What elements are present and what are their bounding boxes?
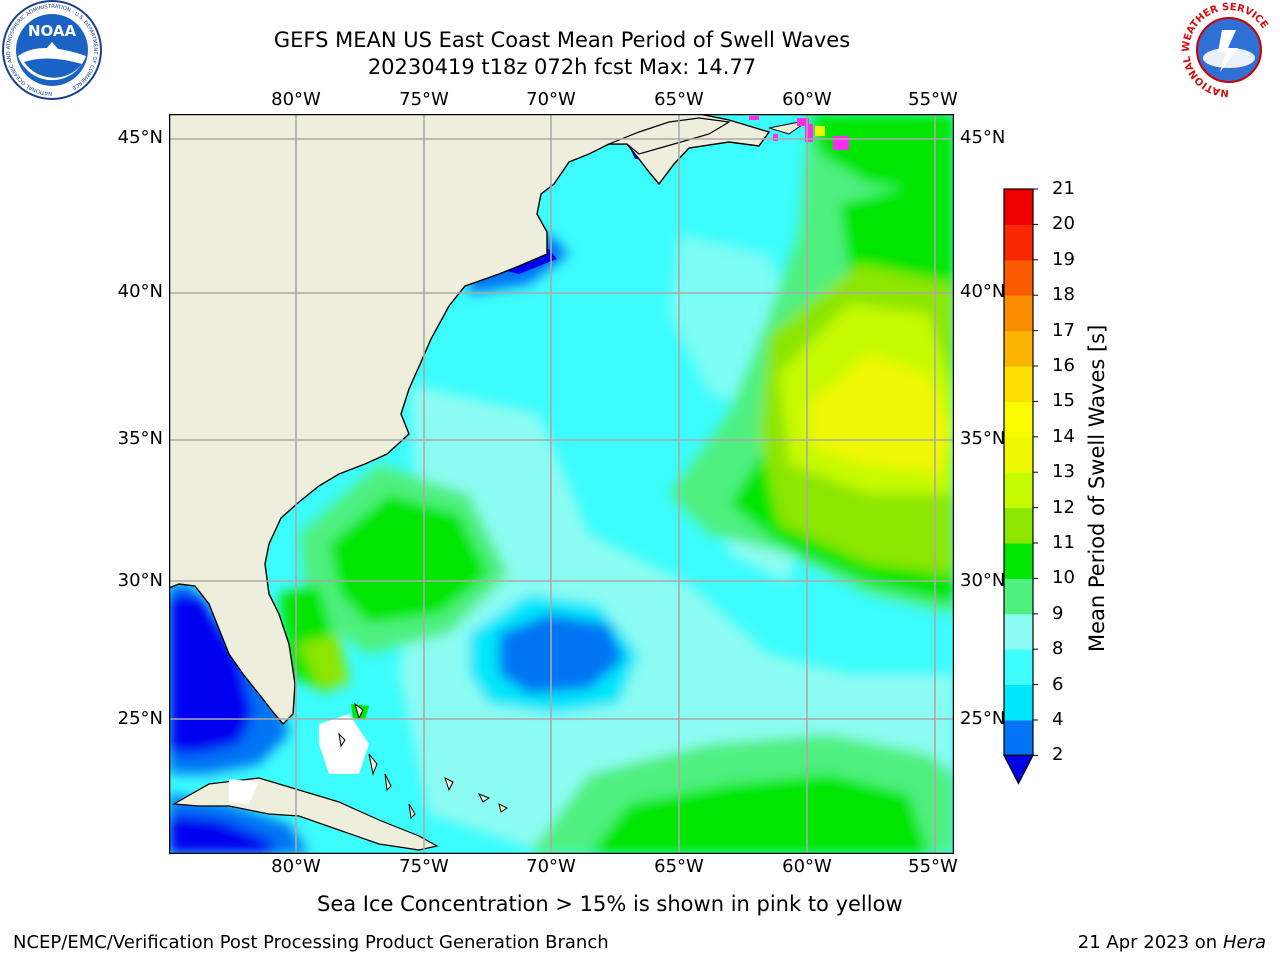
nova-scotia-land (608, 117, 731, 155)
footer-machine: Hera (1222, 932, 1266, 953)
map-gridlines (169, 114, 954, 854)
colorbar-tick-label: 6 (1052, 673, 1064, 695)
nws-logo: NATIONAL WEATHER SERVICE (1181, 2, 1277, 98)
lon-label-bottom-60w: 60°W (782, 856, 832, 877)
lon-label-top-55w: 55°W (908, 89, 958, 110)
lon-label-top-75w: 75°W (399, 89, 449, 110)
lon-label-bottom-75w: 75°W (399, 856, 449, 877)
lon-label-bottom-55w: 55°W (908, 856, 958, 877)
colorbar-segment (1004, 613, 1033, 650)
colorbar-tick-label: 10 (1052, 567, 1075, 589)
north-america-land (169, 114, 771, 726)
map-frame (169, 114, 954, 854)
colorbar-tick-label: 18 (1052, 284, 1075, 306)
footer-date: 21 Apr 2023 on Hera (1078, 932, 1266, 954)
colorbar-tick-label: 11 (1052, 532, 1075, 553)
colorbar-tick-label: 20 (1052, 213, 1075, 235)
colorbar-segment (1004, 507, 1033, 544)
sea-ice-note: Sea Ice Concentration > 15% is shown in … (317, 892, 903, 916)
swell-period-map (169, 114, 954, 854)
colorbar-segment (1004, 436, 1033, 473)
colorbar-segment (1004, 330, 1033, 367)
lat-label-right-25n: 25°N (960, 708, 1006, 729)
lon-label-bottom-70w: 70°W (526, 856, 576, 877)
colorbar-tick-label: 15 (1052, 390, 1075, 412)
lat-label-left-35n: 35°N (117, 428, 163, 449)
noaa-logo: NOAA NATIONAL OCEANIC AND ATMOSPHERIC AD… (2, 0, 102, 100)
map-subtitle-run: 20230419 t18z 072h fcst Max: 14.77 (367, 55, 757, 79)
colorbar-segment (1004, 224, 1033, 261)
footer-date-text: 21 Apr 2023 on (1077, 932, 1223, 953)
swell-period-field (169, 114, 954, 854)
colorbar-tick-label: 19 (1052, 248, 1075, 270)
colorbar-tick-label: 16 (1052, 355, 1075, 376)
lat-label-right-40n: 40°N (960, 281, 1006, 302)
lat-label-right-30n: 30°N (960, 570, 1006, 591)
colorbar-tick-label: 21 (1052, 178, 1075, 199)
colorbar-segment (1004, 259, 1033, 296)
footer-credit: NCEP/EMC/Verification Post Processing Pr… (13, 932, 609, 953)
lon-label-bottom-65w: 65°W (654, 856, 704, 877)
colorbar-segment (1004, 366, 1033, 402)
colorbar-segment (1004, 189, 1033, 225)
lat-label-left-25n: 25°N (117, 708, 163, 729)
lon-label-top-80w: 80°W (271, 89, 321, 110)
colorbar-segment (1004, 295, 1033, 332)
colorbar-tick-label: 14 (1052, 425, 1075, 447)
lat-label-right-45n: 45°N (960, 127, 1006, 148)
colorbar-tick-label: 4 (1052, 709, 1064, 730)
lat-label-right-35n: 35°N (960, 428, 1006, 449)
colorbar-tick-label: 2 (1052, 744, 1064, 766)
colorbar-tick-label: 17 (1052, 319, 1075, 341)
colorbar-segment (1004, 649, 1033, 686)
colorbar-tick-label: 12 (1052, 496, 1075, 518)
colorbar-tick-label: 9 (1052, 602, 1064, 624)
map-title: GEFS MEAN US East Coast Mean Period of S… (273, 28, 851, 52)
colorbar-title: Mean Period of Swell Waves [s] (1085, 324, 1109, 652)
lat-label-left-45n: 45°N (117, 127, 163, 148)
lon-label-top-65w: 65°W (654, 89, 704, 110)
lon-label-top-70w: 70°W (526, 89, 576, 110)
colorbar-tick-label: 13 (1052, 461, 1075, 483)
colorbar-segment (1004, 720, 1033, 756)
colorbar-segment (1004, 472, 1033, 509)
colorbar-segment (1004, 578, 1033, 615)
colorbar-segment (1004, 543, 1033, 579)
colorbar-segment (1004, 684, 1033, 721)
lat-label-left-30n: 30°N (117, 570, 163, 591)
colorbar (1003, 188, 1038, 785)
colorbar-extend-triangle (1003, 754, 1034, 785)
lon-label-bottom-80w: 80°W (271, 856, 321, 877)
colorbar-tick-label: 8 (1052, 638, 1064, 660)
svg-text:NOAA: NOAA (28, 22, 77, 40)
lat-label-left-40n: 40°N (117, 281, 163, 302)
lon-label-top-60w: 60°W (782, 89, 832, 110)
colorbar-segment (1004, 401, 1033, 438)
